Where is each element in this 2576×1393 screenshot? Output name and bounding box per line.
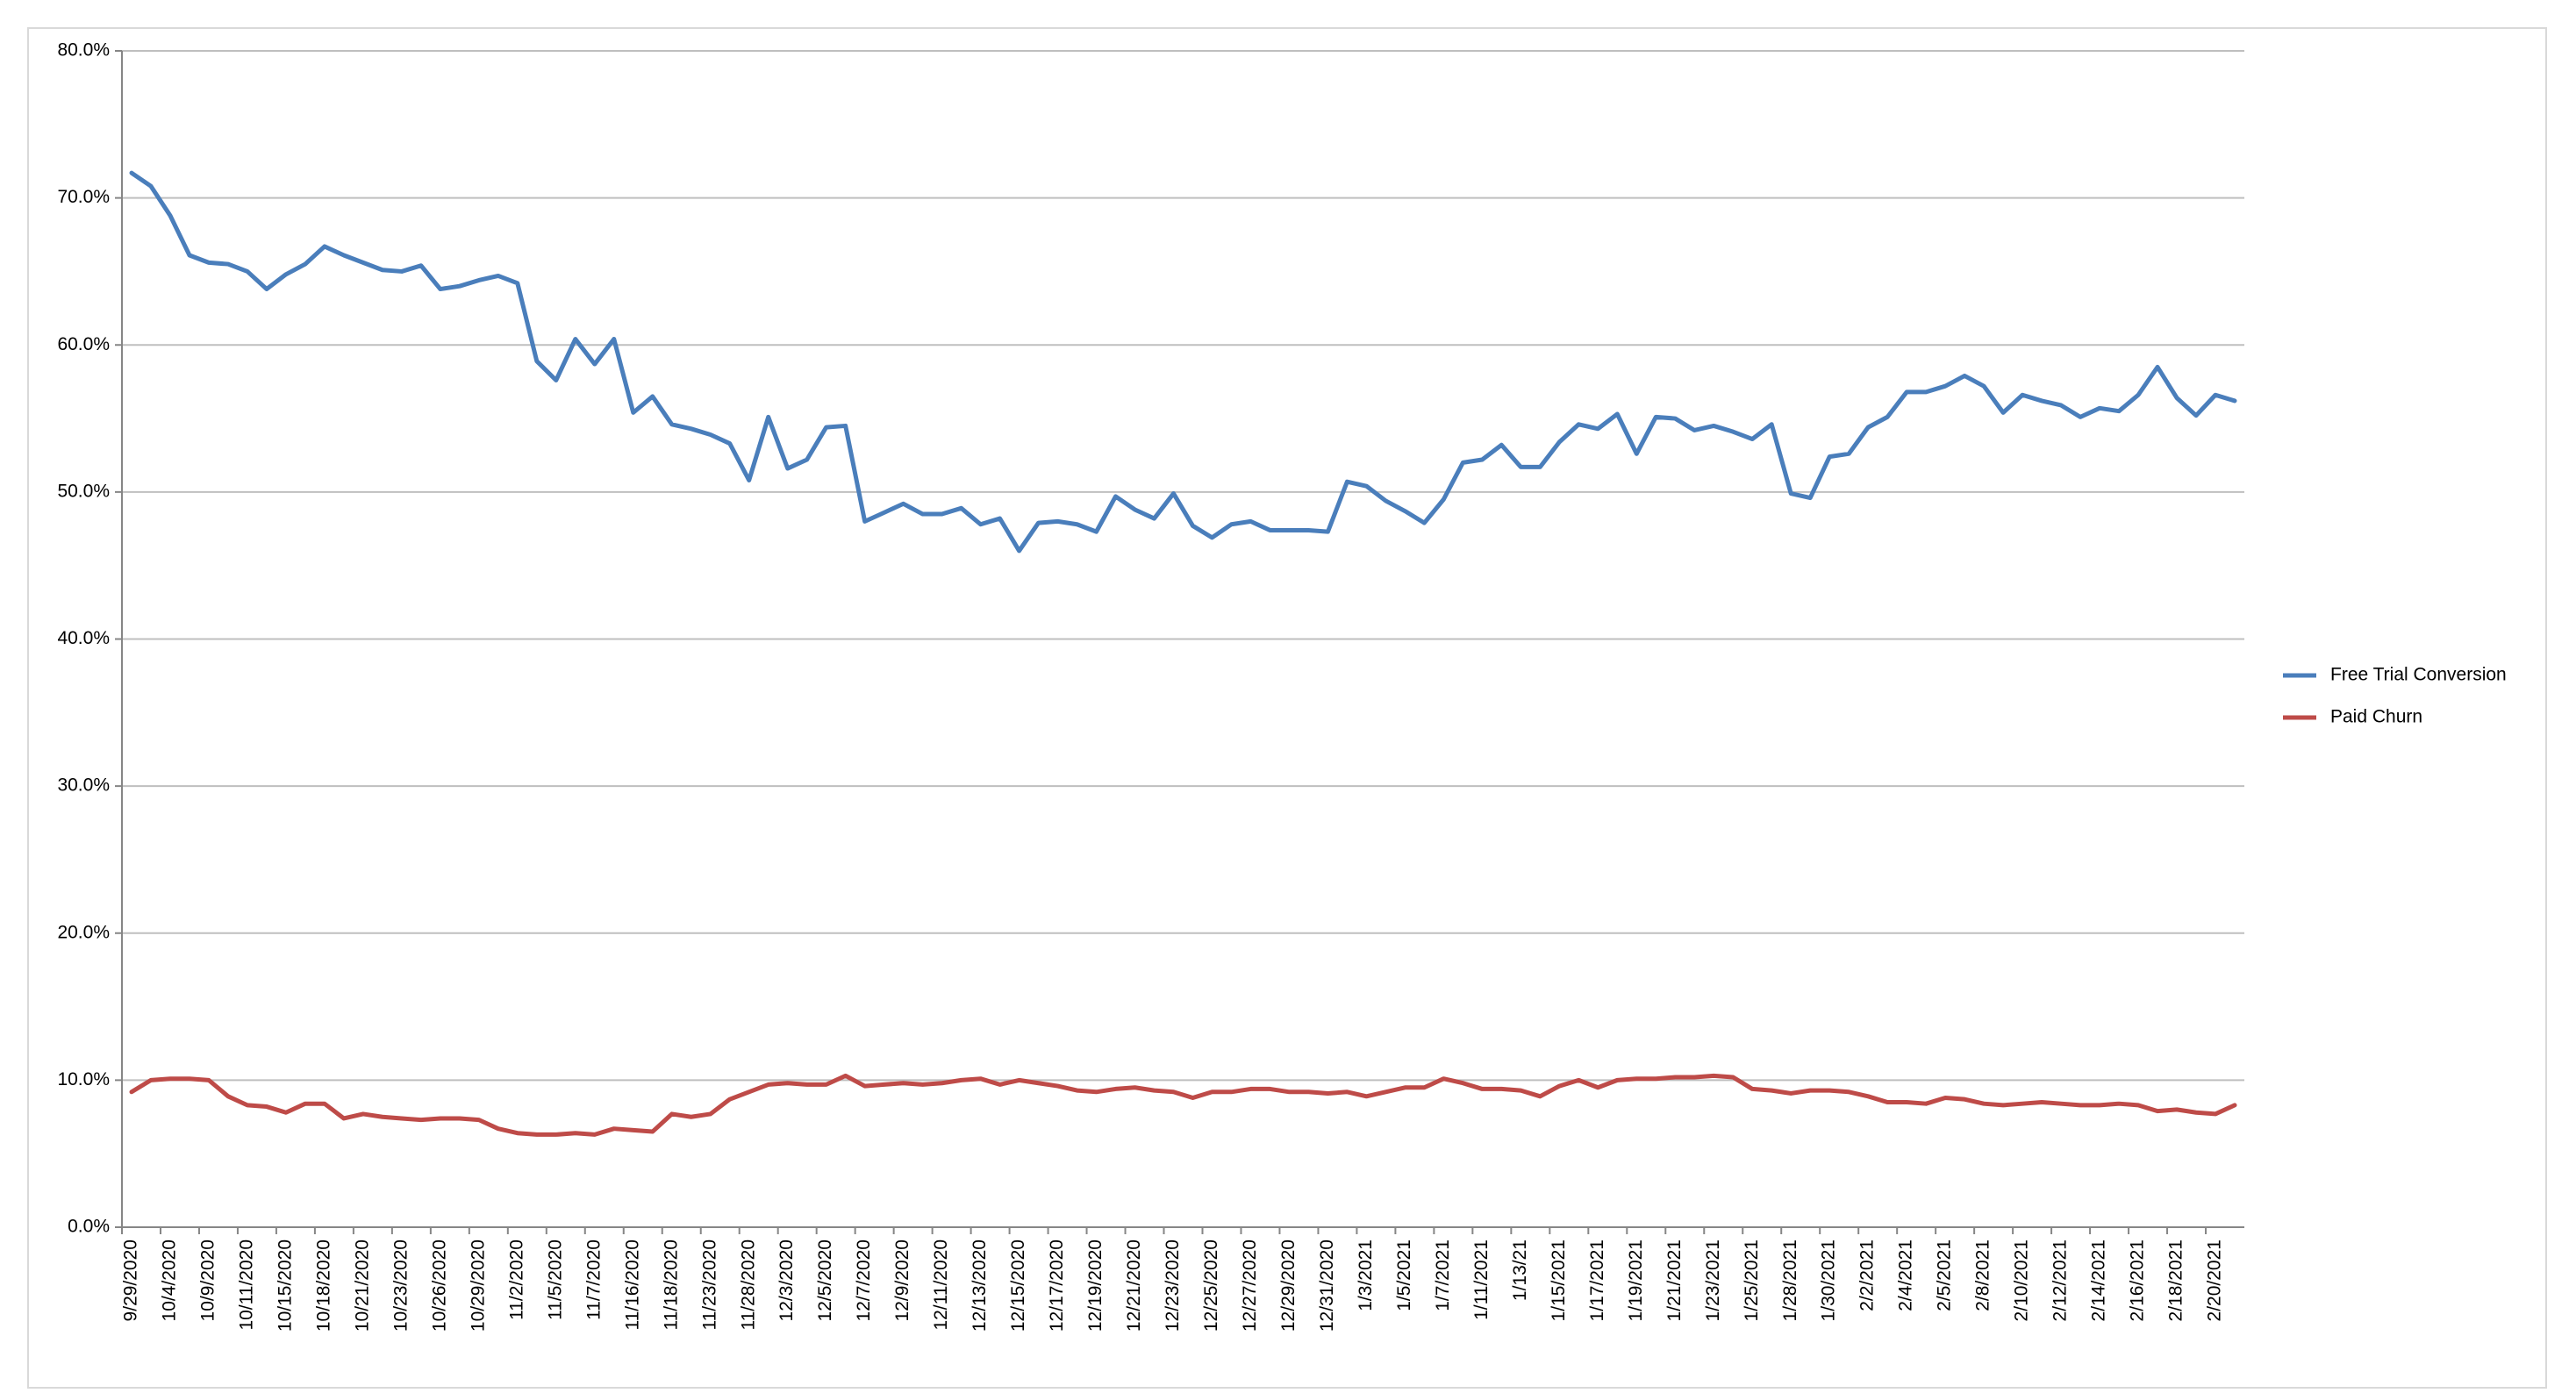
x-tick-label: 12/13/2020 [970,1239,990,1332]
x-tick-label: 2/8/2021 [1973,1239,1993,1311]
y-tick-label: 80.0% [57,40,110,61]
y-tick-label: 10.0% [57,1069,110,1089]
y-tick-label: 20.0% [57,922,110,942]
x-tick-label: 1/11/2021 [1471,1239,1492,1320]
x-tick-label: 11/23/2020 [699,1239,719,1331]
x-tick-label: 2/12/2021 [2050,1239,2071,1321]
x-tick-label: 1/3/2021 [1356,1239,1376,1311]
x-tick-label: 2/16/2021 [2128,1239,2148,1321]
x-tick-label: 10/18/2020 [313,1239,333,1332]
x-tick-label: 10/23/2020 [390,1239,411,1332]
legend-label: Paid Churn [2330,707,2422,727]
x-tick-label: 11/28/2020 [738,1239,758,1331]
x-tick-label: 10/21/2020 [352,1239,372,1332]
x-tick-label: 10/29/2020 [468,1239,488,1332]
y-tick-label: 40.0% [57,628,110,648]
x-tick-label: 11/7/2020 [583,1239,604,1320]
x-tick-label: 1/19/2021 [1626,1239,1646,1321]
x-tick-label: 11/16/2020 [622,1239,642,1331]
x-tick-label: 11/2/2020 [506,1239,526,1320]
x-tick-label: 11/18/2020 [661,1239,681,1331]
y-tick-label: 50.0% [57,481,110,501]
x-tick-label: 12/11/2020 [931,1239,951,1331]
x-tick-label: 12/19/2020 [1085,1239,1106,1332]
x-tick-label: 11/5/2020 [545,1239,565,1320]
x-tick-label: 10/4/2020 [160,1239,180,1321]
chart-frame [27,27,2547,1389]
series-line [129,1073,2237,1137]
x-tick-label: 2/14/2021 [2089,1239,2109,1321]
x-tick-label: 1/25/2021 [1742,1239,1762,1321]
x-tick-label: 12/27/2020 [1240,1239,1260,1332]
x-tick-label: 2/20/2021 [2205,1239,2225,1321]
x-tick-label: 1/5/2021 [1394,1239,1414,1311]
x-tick-label: 2/2/2021 [1857,1239,1878,1311]
x-tick-label: 10/15/2020 [275,1239,295,1332]
x-tick-label: 12/15/2020 [1008,1239,1028,1332]
x-tick-label: 12/21/2020 [1124,1239,1144,1332]
y-tick-label: 70.0% [57,187,110,207]
x-tick-label: 12/25/2020 [1201,1239,1221,1332]
x-tick-label: 10/9/2020 [198,1239,218,1321]
x-tick-label: 2/18/2021 [2166,1239,2186,1321]
y-tick-label: 60.0% [57,334,110,354]
x-tick-label: 12/5/2020 [815,1239,835,1321]
x-tick-label: 1/23/2021 [1703,1239,1723,1321]
x-tick-label: 1/28/2021 [1780,1239,1800,1321]
x-tick-label: 1/13/21 [1510,1239,1530,1301]
x-tick-label: 2/4/2021 [1896,1239,1916,1311]
x-tick-label: 1/15/2021 [1549,1239,1569,1321]
x-tick-label: 9/29/2020 [121,1239,141,1321]
x-tick-label: 12/7/2020 [854,1239,874,1321]
x-tick-label: 12/31/2020 [1317,1239,1337,1332]
legend-label: Free Trial Conversion [2330,665,2507,685]
x-tick-label: 10/11/2020 [236,1239,256,1331]
y-tick-label: 30.0% [57,775,110,796]
x-tick-label: 12/17/2020 [1047,1239,1067,1332]
x-tick-label: 12/23/2020 [1163,1239,1183,1332]
x-tick-label: 2/10/2021 [2012,1239,2032,1321]
x-tick-label: 1/7/2021 [1433,1239,1453,1311]
x-tick-label: 12/29/2020 [1278,1239,1299,1332]
series-line [129,170,2237,554]
x-tick-label: 12/9/2020 [892,1239,912,1321]
x-tick-label: 12/3/2020 [776,1239,797,1321]
x-tick-label: 10/26/2020 [429,1239,449,1332]
x-tick-label: 1/17/2021 [1587,1239,1607,1321]
x-tick-label: 1/30/2021 [1819,1239,1839,1321]
y-tick-label: 0.0% [68,1217,110,1237]
x-tick-label: 2/5/2021 [1935,1239,1955,1311]
x-tick-label: 1/21/2021 [1664,1239,1685,1321]
